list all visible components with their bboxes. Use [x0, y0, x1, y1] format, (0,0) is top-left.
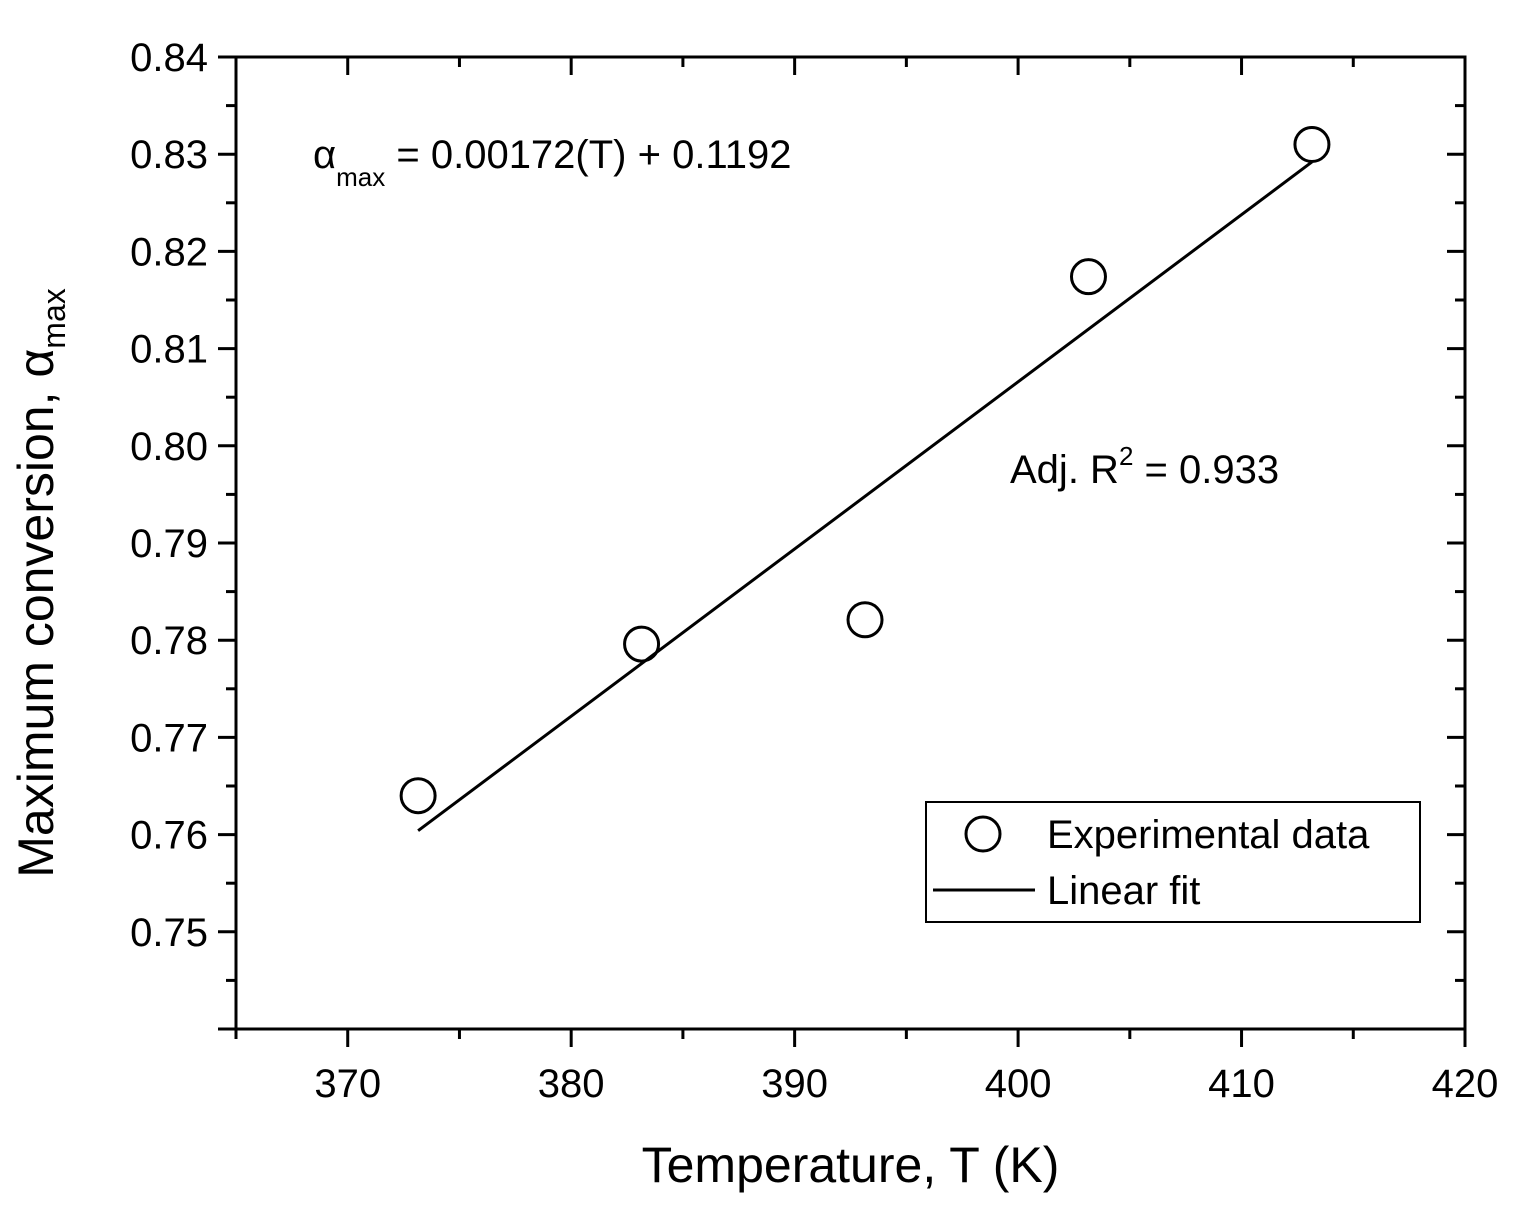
r-squared-superscript: 2 — [1119, 441, 1133, 471]
y-tick-label: 0.81 — [130, 328, 208, 372]
r-squared-body: = 0.933 — [1133, 448, 1279, 492]
data-point — [846, 601, 884, 639]
legend: Experimental data Linear fit — [925, 801, 1421, 923]
equation-symbol: α — [313, 133, 336, 177]
x-axis-title: Temperature, T (K) — [642, 1137, 1060, 1193]
y-tick-label: 0.78 — [130, 619, 208, 663]
y-tick-label: 0.83 — [130, 133, 208, 177]
r-squared-annotation: Adj. R2 = 0.933 — [1010, 441, 1279, 492]
y-axis-title-main: Maximum conversion, — [8, 378, 64, 878]
legend-label-experimental: Experimental data — [1047, 813, 1370, 857]
y-tick-label: 0.77 — [130, 716, 208, 760]
legend-frame — [925, 801, 1421, 923]
data-point — [1069, 258, 1107, 296]
x-tick-label: 410 — [1208, 1062, 1275, 1106]
data-point — [399, 777, 437, 815]
y-tick-label: 0.84 — [130, 36, 208, 80]
data-point — [1293, 125, 1331, 163]
x-tick-label: 380 — [538, 1062, 605, 1106]
legend-marker-experimental — [964, 815, 1002, 853]
fit-line-layer — [417, 160, 1313, 832]
x-tick-label: 370 — [314, 1062, 381, 1106]
equation-body: = 0.00172(T) + 0.1192 — [385, 133, 791, 177]
y-tick-label: 0.75 — [130, 911, 208, 955]
y-tick-label: 0.79 — [130, 522, 208, 566]
r-squared-prefix: Adj. R — [1010, 448, 1119, 492]
y-tick-label: 0.82 — [130, 230, 208, 274]
y-tick-label: 0.80 — [130, 425, 208, 469]
x-tick-label: 390 — [761, 1062, 828, 1106]
equation-annotation: αmax = 0.00172(T) + 0.1192 — [313, 133, 791, 192]
linear-fit-line — [417, 160, 1313, 832]
axes: 370 380 390 400 410 420 0.75 0.76 0.77 0.78 0.79 0.… — [130, 36, 1498, 1106]
data-points-layer — [399, 125, 1331, 815]
y-axis-title-subscript: max — [36, 288, 72, 348]
y-axis-title: Maximum conversion, αmax — [8, 288, 72, 878]
x-tick-label: 400 — [985, 1062, 1052, 1106]
y-tick-label: 0.76 — [130, 814, 208, 858]
equation-subscript: max — [336, 162, 385, 192]
y-axis-title-symbol: α — [8, 349, 64, 378]
legend-label-linear-fit: Linear fit — [1047, 869, 1200, 913]
data-point — [623, 625, 661, 663]
x-tick-label: 420 — [1432, 1062, 1499, 1106]
